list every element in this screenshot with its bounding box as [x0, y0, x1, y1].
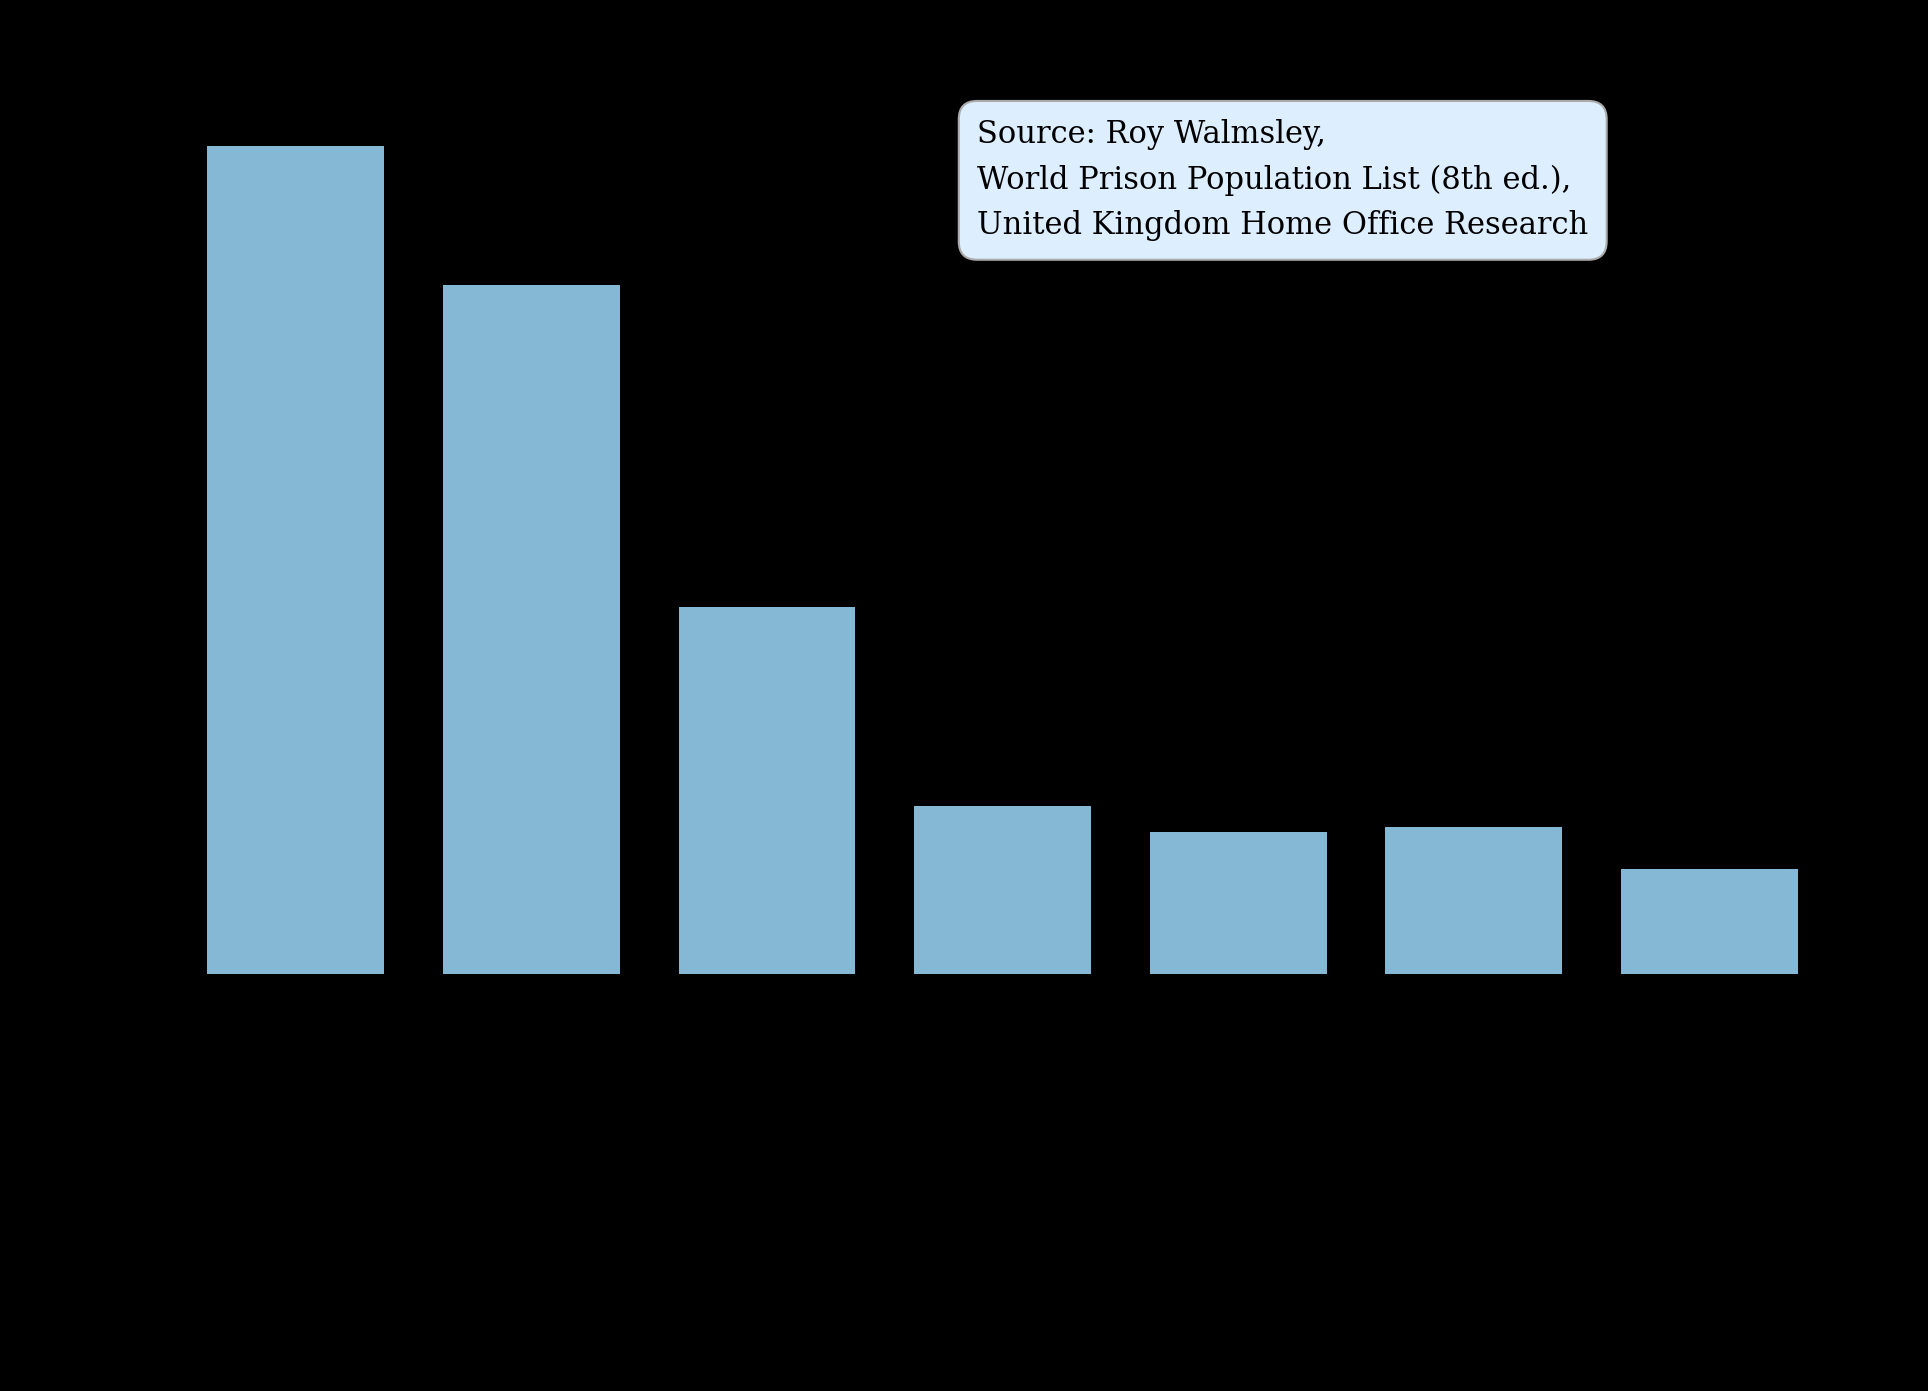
Bar — [1386, 826, 1562, 974]
Bar — [208, 146, 384, 974]
Bar — [1149, 832, 1326, 974]
Bar — [1621, 868, 1797, 974]
Bar — [443, 285, 619, 974]
Bar — [679, 606, 856, 974]
Text: Source: Roy Walmsley,
World Prison Population List (8th ed.),
United Kingdom Hom: Source: Roy Walmsley, World Prison Popul… — [977, 120, 1589, 242]
Bar — [914, 807, 1091, 974]
